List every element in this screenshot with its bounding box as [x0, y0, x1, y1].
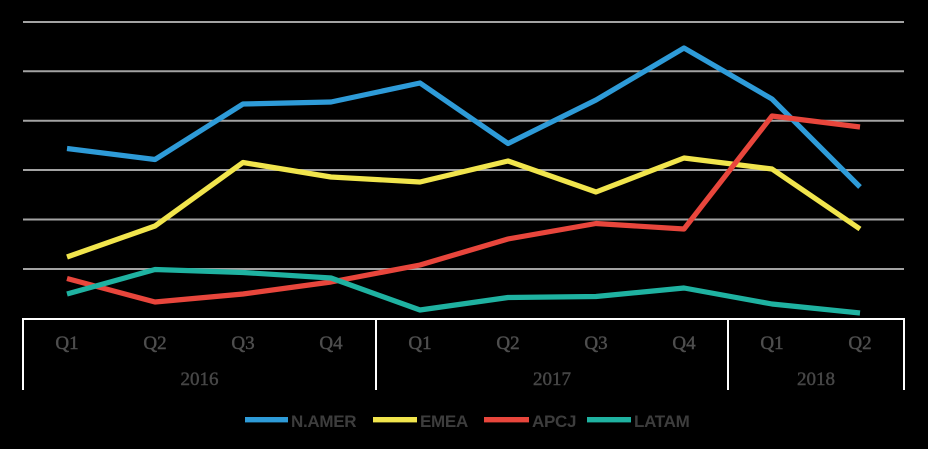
svg-text:EMEA: EMEA	[420, 412, 468, 431]
svg-text:Q4: Q4	[672, 333, 696, 354]
svg-text:Q1: Q1	[760, 333, 783, 354]
svg-text:LATAM: LATAM	[634, 412, 690, 431]
svg-text:2018: 2018	[797, 369, 835, 390]
svg-text:N.AMER: N.AMER	[291, 412, 356, 431]
svg-text:Q1: Q1	[55, 333, 78, 354]
svg-text:Q1: Q1	[408, 333, 431, 354]
svg-text:APCJ: APCJ	[532, 412, 576, 431]
svg-text:Q2: Q2	[143, 333, 166, 354]
svg-text:Q2: Q2	[496, 333, 519, 354]
svg-text:Q3: Q3	[584, 333, 607, 354]
svg-text:2016: 2016	[181, 369, 219, 390]
svg-text:Q3: Q3	[231, 333, 254, 354]
svg-text:2017: 2017	[533, 369, 571, 390]
svg-text:Q2: Q2	[848, 333, 871, 354]
svg-text:Q4: Q4	[319, 333, 343, 354]
